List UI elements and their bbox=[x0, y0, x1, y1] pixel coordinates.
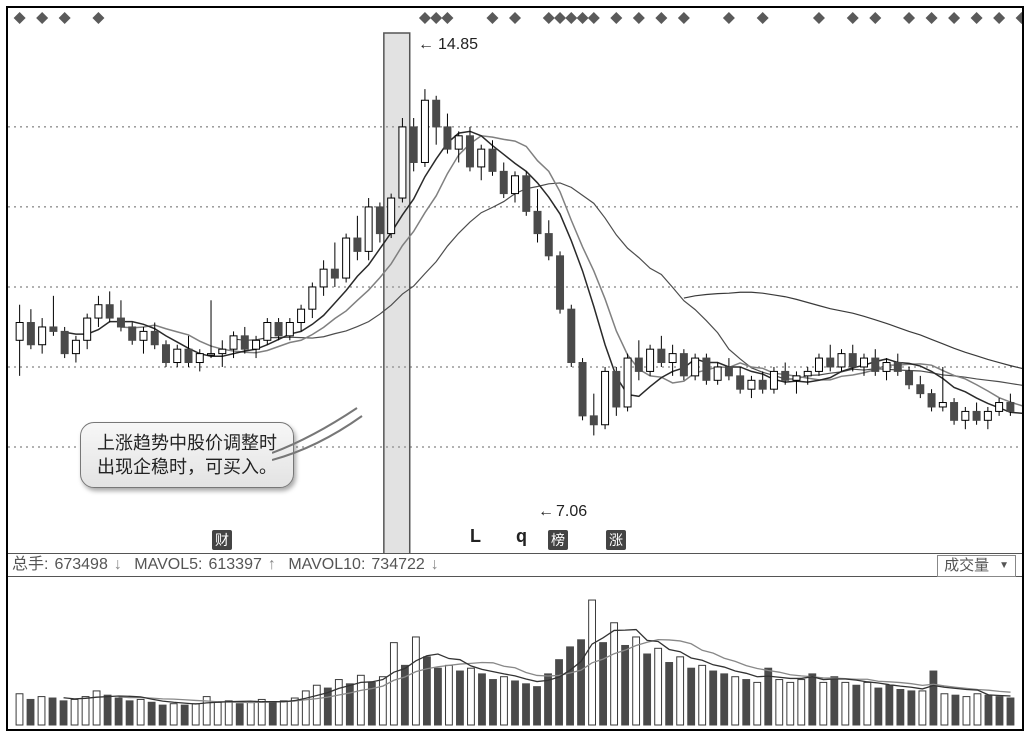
tag-cai: 财 bbox=[212, 530, 232, 550]
low-price-label: 7.06 bbox=[556, 503, 587, 521]
volume-pane bbox=[8, 577, 1022, 729]
tag-bang: 榜 bbox=[548, 530, 568, 550]
total-hands-label: 总手: bbox=[12, 556, 48, 573]
down-arrow-icon-2: ↓ bbox=[431, 556, 439, 573]
annotation-text: 上涨趋势中股价调整时出现企稳时，可买入。 bbox=[97, 433, 277, 477]
marker-q: q bbox=[516, 526, 527, 547]
volume-chart bbox=[8, 577, 1022, 729]
annotation-callout: 上涨趋势中股价调整时出现企稳时，可买入。 bbox=[80, 422, 294, 488]
mavol10-value: 734722 bbox=[371, 556, 424, 573]
volume-header: 总手: 673498 ↓ MAVOL5: 613397 ↑ MAVOL10: 734722… bbox=[8, 553, 1022, 577]
chevron-down-icon: ▼ bbox=[999, 555, 1009, 577]
tag-zhang: 涨 bbox=[606, 530, 626, 550]
mavol5-label: MAVOL5: bbox=[134, 556, 202, 573]
volume-indicator-dropdown[interactable]: 成交量 ▼ bbox=[937, 555, 1016, 577]
up-arrow-icon: ↑ bbox=[268, 556, 276, 573]
total-hands-value: 673498 bbox=[54, 556, 107, 573]
chart-frame: ← 14.85 ← 7.06 财 榜 涨 L q 上涨趋势中股价调整时出现企稳时… bbox=[6, 6, 1024, 731]
mavol5-value: 613397 bbox=[208, 556, 261, 573]
marker-L: L bbox=[470, 526, 481, 547]
volume-dropdown-label: 成交量 bbox=[944, 555, 989, 577]
high-arrow: ← bbox=[418, 36, 434, 54]
price-pane: ← 14.85 ← 7.06 财 榜 涨 L q 上涨趋势中股价调整时出现企稳时… bbox=[8, 8, 1022, 553]
down-arrow-icon: ↓ bbox=[114, 556, 122, 573]
mavol10-label: MAVOL10: bbox=[288, 556, 365, 573]
high-price-label: 14.85 bbox=[438, 36, 478, 54]
low-arrow: ← bbox=[538, 503, 554, 521]
